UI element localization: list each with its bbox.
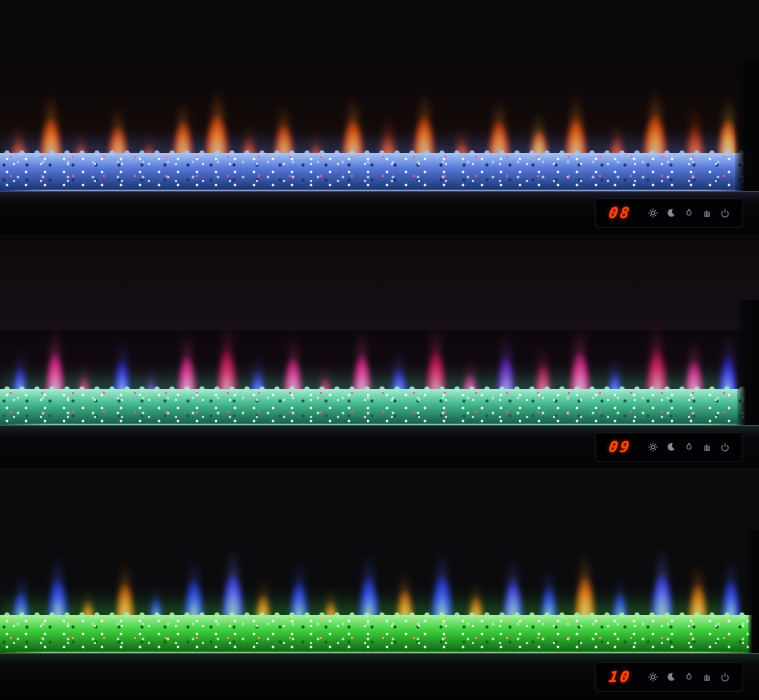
fireplace-front-panel: 10	[0, 653, 759, 700]
crystal-ember-bed	[0, 384, 759, 425]
touch-controls	[648, 207, 730, 218]
brightness-icon[interactable]	[648, 207, 658, 218]
touch-lock-hand-icon[interactable]	[702, 442, 712, 452]
touch-controls	[648, 441, 730, 452]
flame-display-area	[0, 514, 759, 627]
wall-gap	[0, 234, 759, 330]
flame-effect-icon[interactable]	[684, 672, 694, 682]
flame-effect-icon[interactable]	[684, 442, 694, 452]
setting-readout: 08	[607, 203, 633, 222]
side-frame	[735, 60, 759, 191]
control-display-panel[interactable]: 08	[595, 197, 743, 228]
setting-readout: 09	[607, 437, 633, 456]
timer-moon-icon[interactable]	[666, 208, 676, 218]
power-icon[interactable]	[720, 442, 730, 452]
brightness-icon[interactable]	[648, 671, 658, 682]
brightness-icon[interactable]	[648, 441, 658, 452]
touch-lock-hand-icon[interactable]	[702, 672, 712, 682]
timer-moon-icon[interactable]	[666, 672, 676, 682]
side-frame	[737, 300, 759, 425]
fireplace-front-panel: 09	[0, 425, 759, 468]
touch-controls	[648, 671, 730, 682]
fireplace-front-panel: 08	[0, 191, 759, 234]
power-icon[interactable]	[720, 208, 730, 218]
touch-lock-hand-icon[interactable]	[702, 208, 712, 218]
crystal-ember-bed	[0, 610, 759, 653]
control-display-panel[interactable]: 09	[595, 431, 743, 462]
power-icon[interactable]	[720, 672, 730, 682]
setting-readout: 10	[607, 667, 633, 686]
side-frame	[748, 530, 759, 653]
timer-moon-icon[interactable]	[666, 442, 676, 452]
crystal-ember-bed	[0, 148, 759, 191]
flame-effect-icon[interactable]	[684, 208, 694, 218]
control-display-panel[interactable]: 10	[595, 661, 743, 692]
